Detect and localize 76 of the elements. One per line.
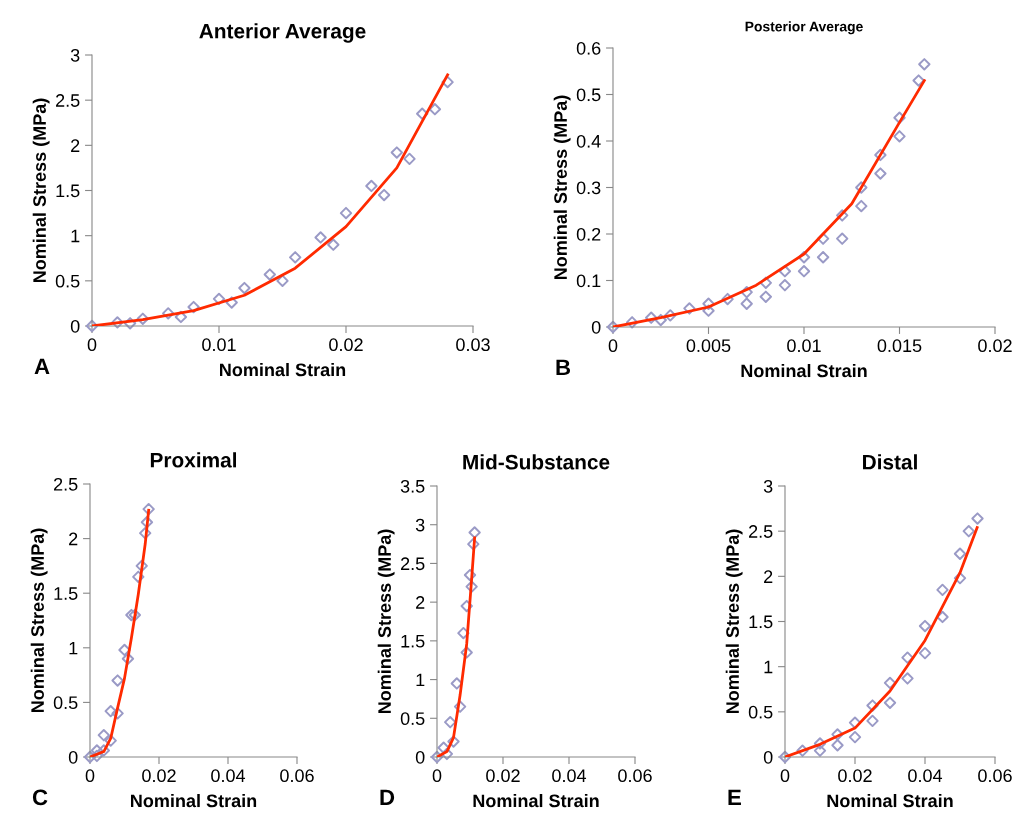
- y-tick-label: 2.5: [54, 477, 78, 491]
- x-tick-label: 0: [432, 769, 442, 783]
- y-tick-label: 1.5: [749, 615, 773, 629]
- y-tick-label: 2.5: [56, 94, 80, 107]
- y-tick-label: 1.5: [401, 634, 425, 648]
- y-tick-label: 2: [764, 570, 773, 583]
- x-axis-title: Nominal Strain: [827, 793, 953, 808]
- x-tick-label: 0.04: [211, 769, 246, 783]
- text: D: [380, 789, 395, 805]
- y-tick-label: 0.4: [576, 134, 601, 148]
- y-tick-label: 0: [415, 750, 425, 764]
- y-tick-label: 0.5: [748, 705, 773, 719]
- y-axis-title: Nominal Stress (MPa): [32, 98, 50, 283]
- y-tick-label: 1: [71, 229, 80, 243]
- y-tick-label: 0.5: [576, 88, 601, 102]
- y-tick-label: 3: [763, 479, 773, 493]
- x-tick-label: 0.02: [329, 338, 363, 352]
- chart-title: Proximal: [150, 452, 237, 468]
- y-tick-label: 0.5: [55, 274, 80, 288]
- y-axis-title: Nominal Stress (MPa): [725, 529, 743, 714]
- y-tick-label: 0: [68, 750, 78, 764]
- x-tick-label: 0.03: [456, 338, 490, 352]
- y-tick-label: 0.6: [576, 41, 601, 55]
- y-tick-label: 0.2: [576, 227, 601, 241]
- y-tick-label: 3: [70, 48, 80, 62]
- text: A: [34, 358, 50, 374]
- x-tick-label: 0: [608, 339, 618, 353]
- chart-title: Mid-Substance: [463, 454, 610, 470]
- y-tick-label: 2: [416, 596, 425, 609]
- text: C: [32, 789, 48, 806]
- x-tick-label: 0.06: [978, 769, 1012, 783]
- y-tick-label: 1: [764, 660, 773, 674]
- y-axis-title: Nominal Stress (MPa): [30, 528, 48, 713]
- x-tick-label: 0.005: [686, 339, 731, 353]
- x-axis-title: Nominal Strain: [473, 793, 599, 808]
- x-tick-label: 0.02: [838, 769, 872, 783]
- chart-title: Distal: [863, 454, 917, 470]
- x-tick-label: 0.04: [908, 769, 943, 783]
- text: B: [556, 359, 571, 375]
- y-tick-label: 1: [69, 641, 78, 655]
- x-tick-label: 0.02: [142, 769, 176, 783]
- chart-title: Anterior Average: [199, 23, 366, 43]
- x-tick-label: 0: [85, 769, 95, 783]
- y-axis-title: Nominal Stress (MPa): [553, 95, 571, 280]
- y-tick-label: 1.5: [54, 587, 78, 600]
- x-tick-label: 0.015: [877, 339, 922, 353]
- x-tick-label: 0.02: [486, 769, 520, 783]
- x-axis-title: Nominal Strain: [131, 793, 257, 808]
- x-axis-title: Nominal Strain: [741, 363, 867, 378]
- x-tick-label: 0: [87, 338, 97, 352]
- x-tick-label: 0.04: [552, 769, 587, 783]
- y-tick-label: 2: [69, 532, 78, 546]
- y-tick-label: 1: [416, 673, 425, 687]
- y-tick-label: 1.5: [56, 184, 80, 198]
- y-tick-label: 0.5: [400, 712, 425, 726]
- y-axis-title: Nominal Stress (MPa): [377, 529, 395, 714]
- y-tick-label: 0: [591, 320, 601, 334]
- x-tick-label: 0.01: [202, 338, 236, 352]
- y-tick-label: 0.5: [53, 696, 78, 710]
- x-tick-label: 0.06: [618, 769, 652, 783]
- y-tick-label: 0.1: [576, 274, 601, 288]
- x-tick-label: 0.06: [280, 769, 314, 783]
- x-tick-label: 0: [780, 769, 790, 783]
- x-axis-title: Nominal Strain: [220, 362, 346, 377]
- y-tick-label: 2: [71, 139, 80, 152]
- y-tick-label: 3: [415, 518, 425, 532]
- x-tick-label: 0.01: [787, 339, 821, 353]
- y-tick-label: 2.5: [401, 557, 425, 571]
- y-tick-label: 0.3: [576, 181, 601, 195]
- y-tick-label: 0: [763, 750, 773, 764]
- y-tick-label: 0: [70, 319, 80, 333]
- y-tick-label: 3.5: [400, 479, 425, 493]
- chart-title: Posterior Average: [745, 21, 863, 35]
- x-tick-label: 0.02: [978, 339, 1012, 353]
- y-tick-label: 2.5: [749, 525, 773, 538]
- text: E: [728, 789, 741, 805]
